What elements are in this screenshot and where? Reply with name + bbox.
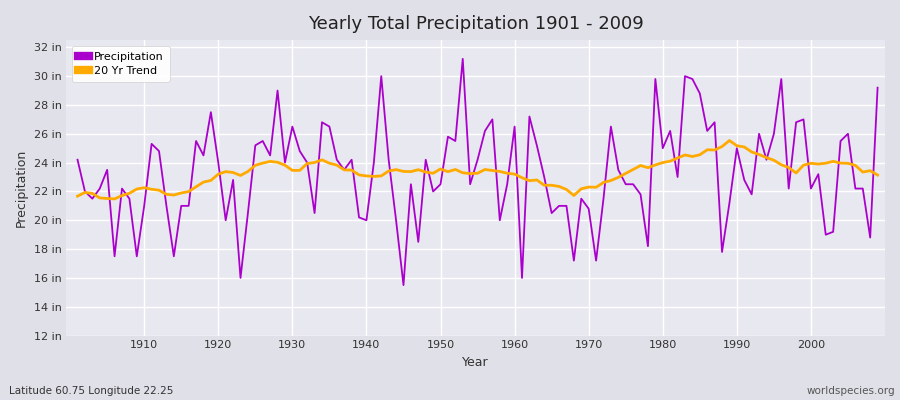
Precipitation: [613, 168, 624, 172]
20 Yr Trend: [109, 196, 120, 201]
Precipitation: [131, 254, 142, 259]
Line: Precipitation: Precipitation: [77, 59, 878, 285]
Line: 20 Yr Trend: 20 Yr Trend: [77, 140, 878, 199]
Legend: Precipitation, 20 Yr Trend: Precipitation, 20 Yr Trend: [72, 46, 169, 82]
20 Yr Trend: [872, 173, 883, 178]
Precipitation: [524, 114, 535, 119]
Precipitation: [872, 85, 883, 90]
Precipitation: [398, 283, 409, 288]
20 Yr Trend: [606, 178, 616, 183]
20 Yr Trend: [139, 185, 149, 190]
Precipitation: [338, 168, 349, 172]
Precipitation: [72, 157, 83, 162]
Y-axis label: Precipitation: Precipitation: [15, 149, 28, 227]
20 Yr Trend: [302, 161, 312, 166]
X-axis label: Year: Year: [463, 356, 489, 369]
20 Yr Trend: [72, 194, 83, 198]
Precipitation: [294, 149, 305, 154]
20 Yr Trend: [517, 175, 527, 180]
Text: Latitude 60.75 Longitude 22.25: Latitude 60.75 Longitude 22.25: [9, 386, 174, 396]
Title: Yearly Total Precipitation 1901 - 2009: Yearly Total Precipitation 1901 - 2009: [308, 15, 644, 33]
Precipitation: [517, 276, 527, 280]
20 Yr Trend: [346, 168, 357, 172]
Text: worldspecies.org: worldspecies.org: [807, 386, 896, 396]
20 Yr Trend: [509, 172, 520, 176]
Precipitation: [457, 56, 468, 61]
20 Yr Trend: [724, 138, 734, 143]
